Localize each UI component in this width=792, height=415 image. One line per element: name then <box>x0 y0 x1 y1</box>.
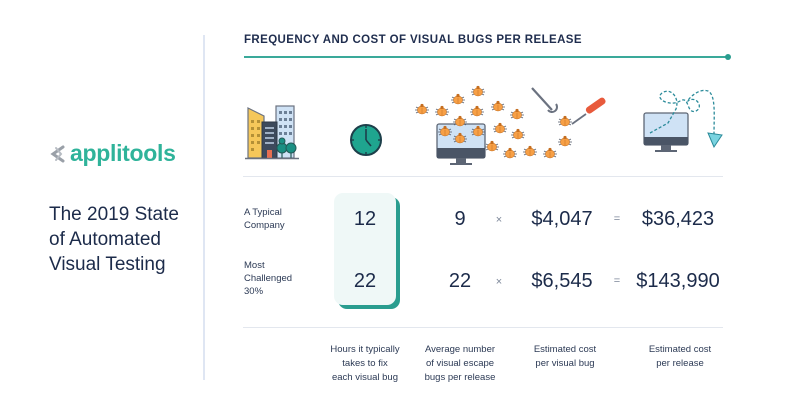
clock-icon <box>350 124 382 156</box>
icons-divider <box>243 176 723 177</box>
report-title: The 2019 State of Automated Visual Testi… <box>49 202 179 277</box>
row-label-typical-company: A Typical Company <box>244 207 285 231</box>
report-title-line: Visual Testing <box>49 254 166 275</box>
report-title-line: of Automated <box>49 229 161 250</box>
row-label-most-challenged: Most Challenged 30% <box>244 260 293 297</box>
equals-operator: = <box>613 213 621 225</box>
times-operator: × <box>495 276 503 288</box>
caption-bugs: Average number of visual escape bugs per… <box>424 344 496 383</box>
cost-per-release-value: $36,423 <box>641 208 715 230</box>
caption-cost-per-release: Estimated cost per release <box>648 344 712 369</box>
report-title-line: The 2019 State <box>49 204 179 225</box>
heading-underline <box>244 56 728 58</box>
bugs-value: 22 <box>448 270 472 292</box>
cost-per-bug-value: $6,545 <box>531 270 593 292</box>
wrench-and-screwdriver-icon <box>531 87 606 125</box>
caption-cost-per-bug: Estimated cost per visual bug <box>533 344 597 369</box>
bugs-value: 9 <box>454 208 466 230</box>
hours-value: 22 <box>353 270 377 292</box>
hours-highlight-card <box>334 193 396 305</box>
brand-name: applitools <box>70 140 176 166</box>
applitools-logo: applitools <box>50 140 176 167</box>
times-operator: × <box>495 214 503 226</box>
cost-per-bug-value: $4,047 <box>531 208 593 230</box>
buildings-icon <box>245 105 299 160</box>
vertical-divider <box>203 35 205 380</box>
infographic-heading: FREQUENCY AND COST OF VISUAL BUGS PER RE… <box>244 34 582 46</box>
cost-per-release-value: $143,990 <box>636 270 720 292</box>
hours-value: 12 <box>353 208 377 230</box>
caption-hours: Hours it typically takes to fix each vis… <box>330 344 400 383</box>
equals-operator: = <box>613 275 621 287</box>
heading-underline-dot <box>725 54 731 60</box>
captions-divider <box>243 327 723 328</box>
applitools-logo-icon <box>50 145 65 162</box>
monitor-with-bugs-icon <box>414 85 606 165</box>
monitor-with-paper-plane-icon <box>643 89 723 152</box>
